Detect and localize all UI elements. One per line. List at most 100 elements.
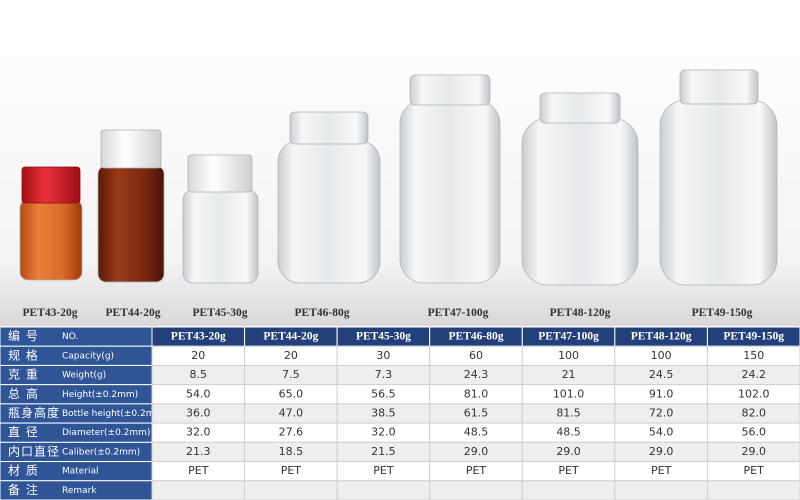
cell-text: PET xyxy=(651,464,672,477)
row-label-en: NO. xyxy=(62,332,78,342)
cell-text: 150 xyxy=(743,349,764,362)
row-label-en: Remark xyxy=(62,486,97,496)
header-text: PET48-120g xyxy=(631,330,692,342)
product-labels: PET43-20g PET44-20g PET45-30g PET46-80g PET4… xyxy=(23,307,753,319)
cell-text: 54.0 xyxy=(649,426,674,439)
cell-text: 82.0 xyxy=(741,407,766,420)
cell-text: 100 xyxy=(651,349,672,362)
row-label-zh: 总 高 xyxy=(8,386,39,401)
bottle-neck xyxy=(539,92,621,124)
cell-text: 72.0 xyxy=(649,407,674,420)
product-label: PET45-30g xyxy=(193,307,248,319)
cell-text: 27.6 xyxy=(279,426,304,439)
row-label-en: Caliber(±0.2mm) xyxy=(62,447,140,457)
bottle-cap xyxy=(21,166,81,204)
bottle-body xyxy=(521,117,639,286)
cell-text: 91.0 xyxy=(649,387,674,400)
row-label-zh: 规 格 xyxy=(8,347,39,362)
product-label: PET47-100g xyxy=(428,307,489,319)
cell-text: 7.3 xyxy=(375,368,393,381)
row-label-en: Height(±0.2mm) xyxy=(62,390,138,400)
header-text: PET46-80g xyxy=(449,330,504,342)
product-label: PET48-120g xyxy=(550,307,611,319)
cell-text: 21 xyxy=(562,368,576,381)
row-label-en: Capacity(g) xyxy=(62,351,114,361)
cell-text: 56.5 xyxy=(371,387,396,400)
cell-text: 32.0 xyxy=(371,426,396,439)
cell-text: 29.0 xyxy=(556,445,581,458)
header-text: PET44-20g xyxy=(263,330,318,342)
cell-text: 56.0 xyxy=(741,426,766,439)
cell-text: 29.0 xyxy=(649,445,674,458)
cell-text: 20 xyxy=(284,349,298,362)
cell-text: 54.0 xyxy=(186,387,211,400)
cell xyxy=(706,480,800,500)
bottle-neck xyxy=(289,111,369,145)
bottle-body xyxy=(399,99,501,284)
cell-text: 29.0 xyxy=(741,445,766,458)
row-label-en: Bottle height(±0.2mm) xyxy=(62,409,167,419)
product-label: PET43-20g xyxy=(23,307,78,319)
row-label-en: Diameter(±0.2mm) xyxy=(62,428,150,438)
row-label-zh: 瓶身高度 xyxy=(8,405,60,420)
cell-text: 48.5 xyxy=(464,426,489,439)
header-text: PET45-30g xyxy=(356,330,411,342)
cell-text: PET xyxy=(373,464,394,477)
cell xyxy=(244,480,338,500)
product-label: PET49-150g xyxy=(692,307,753,319)
cell-text: 47.0 xyxy=(279,407,304,420)
header-text: PET47-100g xyxy=(538,330,599,342)
cell-text: 48.5 xyxy=(556,426,581,439)
cell-text: 18.5 xyxy=(279,445,304,458)
cell-text: 65.0 xyxy=(279,387,304,400)
cell-text: 100 xyxy=(558,349,579,362)
bottle-body xyxy=(182,189,259,284)
cell-text: PET xyxy=(744,464,765,477)
cell-text: 20 xyxy=(191,349,205,362)
bottle-body xyxy=(277,139,381,284)
cell-text: 36.0 xyxy=(186,407,211,420)
bottle-body xyxy=(19,199,83,281)
cell xyxy=(336,480,431,500)
cell xyxy=(614,480,708,500)
cell-text: PET xyxy=(188,464,209,477)
cell-text: 32.0 xyxy=(186,426,211,439)
cell xyxy=(429,480,523,500)
row-label-zh: 材 质 xyxy=(8,464,39,478)
cell-text: 81.0 xyxy=(464,387,489,400)
bottle-body xyxy=(659,99,778,286)
bottle-neck xyxy=(409,74,491,106)
cell xyxy=(521,480,616,500)
product-label: PET46-80g xyxy=(295,307,350,319)
cell-text: PET xyxy=(281,464,302,477)
row-label-en: Material xyxy=(62,467,99,477)
bottles xyxy=(19,69,778,286)
cell-text: 61.5 xyxy=(464,407,489,420)
cell-text: 7.5 xyxy=(282,368,300,381)
cell-text: 24.5 xyxy=(649,368,674,381)
cell-text: PET xyxy=(466,464,487,477)
product-label: PET44-20g xyxy=(106,307,161,319)
cell-text: PET xyxy=(558,464,579,477)
cell-text: 21.5 xyxy=(371,445,396,458)
row-label-zh: 内口直径 xyxy=(8,444,60,458)
cell-text: 21.3 xyxy=(186,445,211,458)
bottle-body xyxy=(97,165,165,283)
row-label-zh: 编 号 xyxy=(8,328,39,343)
cell xyxy=(151,480,246,500)
cell-text: 24.2 xyxy=(741,368,766,381)
row-label-en: Weight(g) xyxy=(62,371,106,381)
row-label-zh: 克 重 xyxy=(8,368,39,382)
header-text: PET43-20g xyxy=(171,330,226,342)
cell-text: 81.5 xyxy=(556,407,581,420)
row-label-zh: 直 径 xyxy=(8,425,39,439)
cell-text: 101.0 xyxy=(553,387,585,400)
row-label-zh: 备 注 xyxy=(8,482,39,497)
cell-text: 29.0 xyxy=(464,445,489,458)
bottle-cap xyxy=(100,129,162,169)
spec-table: 编 号 NO. PET43-20g PET44-20g PET45-30g PET46-8… xyxy=(0,326,800,500)
bottle-cap xyxy=(187,154,253,193)
header-text: PET49-150g xyxy=(723,330,784,342)
cell-text: 38.5 xyxy=(371,407,396,420)
